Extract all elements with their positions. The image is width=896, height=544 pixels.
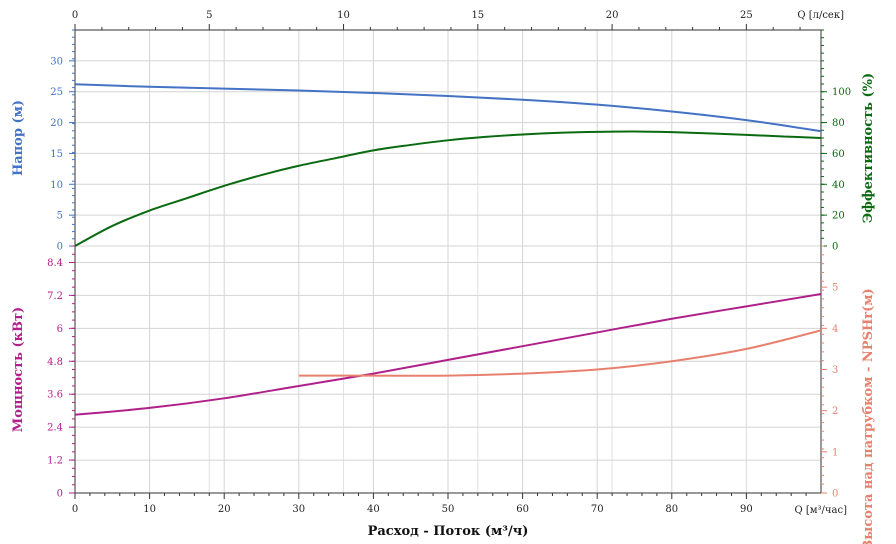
y-right-tick-label: 5 xyxy=(832,283,838,294)
y-left-tick-label: 3.6 xyxy=(47,390,63,401)
x-bottom-tick-label: 80 xyxy=(665,504,678,515)
series-line-1-left xyxy=(74,293,822,416)
x-bottom-tick-label: 30 xyxy=(292,504,305,515)
y-left-tick-label: 6 xyxy=(57,324,63,335)
y-right-tick-label: 2 xyxy=(832,406,838,417)
series-layer xyxy=(74,83,822,416)
y-left-tick-label: 10 xyxy=(50,180,63,191)
grid-layer xyxy=(74,30,821,494)
x-bottom-tick-label: 0 xyxy=(72,504,78,515)
y-left-tick-label: 1.2 xyxy=(47,456,63,467)
y-left-tick-label: 7.2 xyxy=(47,291,63,302)
x-bottom-tick-label: 60 xyxy=(516,504,529,515)
y-left-tick-label: 4.8 xyxy=(47,357,63,368)
y-right-tick-label: 100 xyxy=(832,87,851,98)
y-right-title: Высота над патрубком - NPSHr(м) xyxy=(861,288,876,544)
y-left-tick-label: 15 xyxy=(50,149,63,160)
y-left-tick-label: 0 xyxy=(57,242,63,253)
series-line-0-left xyxy=(74,83,822,133)
x-bottom-unit-label: Q [м³/час] xyxy=(794,505,847,516)
y-left-tick-label: 2.4 xyxy=(47,423,63,434)
x-bottom-tick-label: 90 xyxy=(740,504,753,515)
y-left-tick-label: 20 xyxy=(50,118,63,129)
y-right-tick-label: 20 xyxy=(832,211,845,222)
x-top-tick-label: 25 xyxy=(740,10,753,21)
labels-layer: 0 10 20 30 40 50 60 70 80 90 Q [м³/час]Расход - По… xyxy=(11,10,876,544)
y-right-tick-label: 60 xyxy=(832,149,845,160)
x-bottom-title: Расход - Поток (м³/ч) xyxy=(368,524,529,539)
y-right-tick-label: 3 xyxy=(832,365,838,376)
y-right-tick-label: 0 xyxy=(832,489,838,500)
y-right-title: Эффективность (%) xyxy=(861,73,876,223)
y-right-tick-label: 1 xyxy=(832,447,838,458)
x-top-tick-label: 5 xyxy=(206,10,212,21)
x-bottom-tick-label: 40 xyxy=(367,504,380,515)
y-left-tick-label: 30 xyxy=(50,56,63,67)
y-right-tick-label: 4 xyxy=(832,324,838,335)
x-top-unit-label: Q [л/сек] xyxy=(797,10,844,21)
x-top-tick-label: 10 xyxy=(337,10,350,21)
x-top-tick-label: 0 xyxy=(72,10,78,21)
x-top-tick-label: 15 xyxy=(471,10,484,21)
y-left-tick-label: 5 xyxy=(57,211,63,222)
x-bottom-tick-label: 70 xyxy=(591,504,604,515)
y-right-tick-label: 40 xyxy=(832,180,845,191)
x-bottom-tick-label: 10 xyxy=(143,504,156,515)
y-left-tick-label: 25 xyxy=(50,87,63,98)
y-left-title: Мощность (кВт) xyxy=(11,307,26,432)
x-bottom-tick-label: 50 xyxy=(442,504,455,515)
y-left-tick-label: 8.4 xyxy=(47,258,63,269)
series-line-0-right xyxy=(74,130,822,247)
y-right-tick-label: 0 xyxy=(832,242,838,253)
y-left-title: Напор (м) xyxy=(11,100,26,176)
x-bottom-tick-label: 20 xyxy=(218,504,231,515)
y-left-tick-label: 0 xyxy=(57,489,63,500)
axes-layer xyxy=(69,24,827,499)
x-top-tick-label: 20 xyxy=(606,10,619,21)
series-line-1-right xyxy=(298,329,822,377)
y-right-tick-label: 80 xyxy=(832,118,845,129)
